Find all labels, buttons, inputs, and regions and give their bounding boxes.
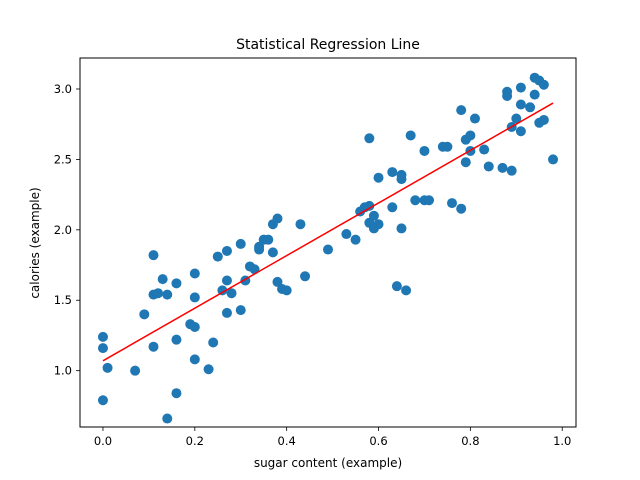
x-tick-label: 0.6 [369, 434, 387, 448]
data-point [387, 202, 398, 213]
data-point [364, 200, 375, 211]
data-point [515, 82, 526, 93]
data-point [442, 141, 453, 152]
data-point [538, 79, 549, 90]
data-point [396, 174, 407, 185]
data-point [139, 309, 150, 320]
data-point [373, 172, 384, 183]
data-point [341, 229, 352, 240]
axes-frame [79, 57, 577, 428]
data-point [391, 281, 402, 292]
data-point [456, 105, 467, 116]
x-tick-label: 1.0 [553, 434, 571, 448]
data-point [189, 268, 200, 279]
data-point [221, 245, 232, 256]
data-point [189, 322, 200, 333]
data-point [364, 133, 375, 144]
y-tick-label: 2.0 [54, 223, 72, 237]
data-point [502, 86, 513, 97]
data-point [529, 89, 540, 100]
data-point [300, 271, 311, 282]
data-point [162, 289, 173, 300]
data-point [226, 288, 237, 299]
data-point [281, 285, 292, 296]
regression-line [102, 102, 554, 362]
data-point [419, 145, 430, 156]
x-tick-label: 0.8 [461, 434, 479, 448]
data-point [350, 234, 361, 245]
data-point [447, 198, 457, 209]
y-tick-label: 3.0 [54, 82, 72, 96]
data-point [212, 251, 223, 262]
data-point [130, 365, 141, 376]
x-tick-label: 0.0 [94, 434, 112, 448]
x-axis-label: sugar content (example) [254, 456, 402, 470]
data-point [515, 126, 526, 137]
data-point [401, 285, 412, 296]
data-point [97, 331, 108, 342]
data-point [373, 219, 384, 230]
data-point [221, 307, 232, 318]
data-point [538, 114, 549, 125]
data-point [97, 343, 108, 354]
y-axis-label: calories (example) [28, 187, 42, 298]
data-point [203, 364, 214, 375]
axis-ticks: 0.0 0.2 0.4 0.6 0.8 1.0 1.0 1.5 2.0 2.5 3.0 [54, 82, 572, 448]
data-point [263, 234, 274, 245]
data-point [396, 223, 407, 234]
y-tick-label: 1.5 [54, 293, 72, 307]
data-point [506, 165, 517, 176]
data-point [469, 113, 480, 124]
y-tick-label: 2.5 [54, 152, 72, 166]
data-point [254, 241, 265, 252]
data-point [483, 161, 494, 172]
chart-title: Statistical Regression Line [236, 37, 420, 53]
data-point [368, 210, 379, 221]
data-point [424, 195, 435, 206]
data-point [208, 337, 219, 348]
data-point [548, 154, 559, 165]
data-point [410, 195, 421, 206]
data-point [157, 274, 168, 285]
y-tick-label: 1.0 [54, 364, 72, 378]
data-point [272, 276, 283, 287]
data-point [171, 334, 182, 345]
data-point [162, 413, 173, 424]
data-point [323, 244, 333, 255]
data-point [153, 288, 164, 299]
data-point [295, 219, 306, 230]
data-point [387, 167, 398, 178]
data-point [267, 247, 278, 258]
data-point [460, 157, 471, 168]
data-point [497, 162, 508, 173]
data-point [189, 354, 200, 365]
data-point [189, 292, 200, 303]
data-point [525, 102, 536, 113]
data-point [97, 395, 108, 406]
data-point [171, 388, 182, 399]
data-point [148, 250, 159, 261]
data-point [456, 203, 467, 214]
data-point [171, 278, 182, 289]
data-point [102, 362, 113, 373]
data-point [235, 305, 246, 316]
data-point [217, 285, 228, 296]
data-point [405, 130, 416, 141]
data-point [221, 275, 232, 286]
x-tick-label: 0.2 [186, 434, 204, 448]
plot-area [97, 72, 559, 424]
data-point [511, 113, 522, 124]
x-tick-label: 0.4 [278, 434, 296, 448]
data-point [235, 238, 246, 249]
data-point [272, 213, 283, 224]
data-point [515, 99, 526, 110]
data-point [465, 130, 476, 141]
data-point [148, 341, 159, 352]
data-point [479, 144, 490, 155]
